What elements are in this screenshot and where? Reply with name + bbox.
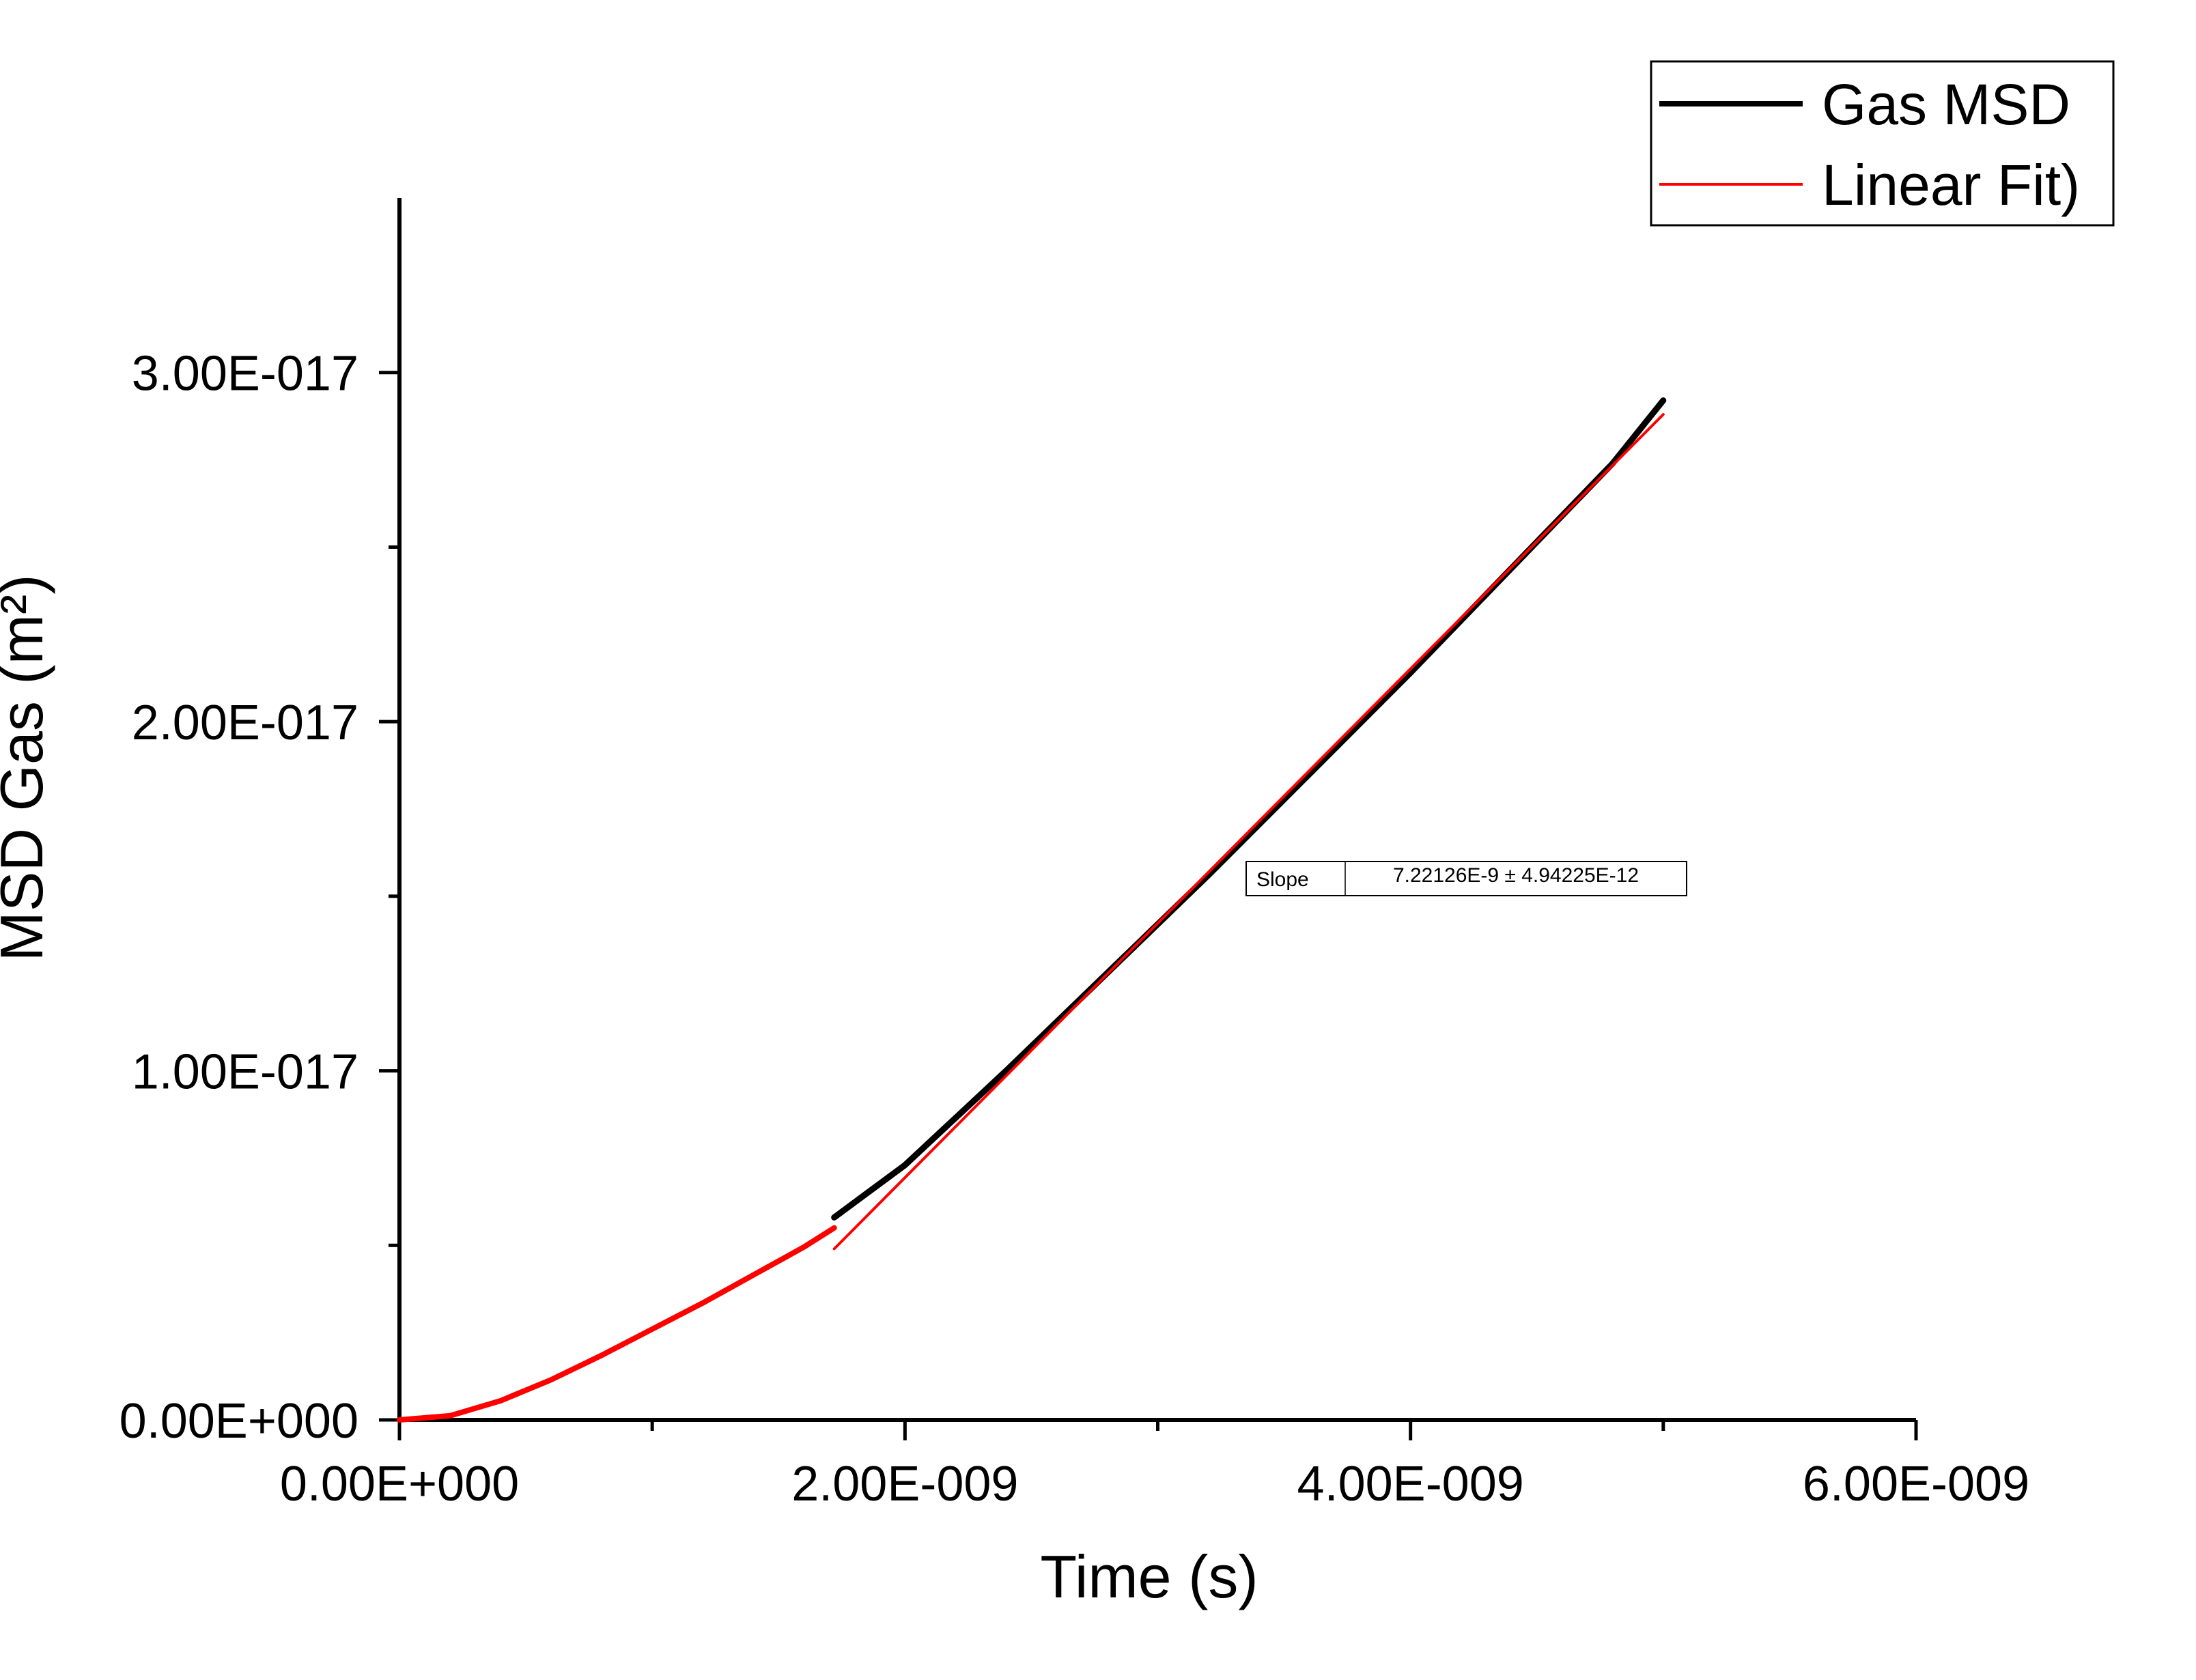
slope-annotation-box xyxy=(1245,861,1687,896)
slope-annotation-value: 7.22126E-9 ± 4.94225E-12 xyxy=(1393,864,1639,887)
y-tick-label: 3.00E-017 xyxy=(132,347,358,401)
slope-annotation-label: Slope xyxy=(1256,868,1309,891)
y-tick-label: 0.00E+000 xyxy=(119,1394,358,1449)
x-axis-title: Time (s) xyxy=(1040,1543,1258,1610)
x-tick-label: 2.00E-009 xyxy=(791,1457,1018,1511)
legend-label-gas-msd: Gas MSD xyxy=(1822,72,2070,137)
y-tick-label: 2.00E-017 xyxy=(132,696,358,750)
series-line-2 xyxy=(832,413,1665,1251)
series-line-1 xyxy=(397,1225,837,1423)
plot-area xyxy=(397,198,1916,1422)
slope-annotation: Slope 7.22126E-9 ± 4.94225E-12 xyxy=(1245,861,1687,896)
y-axis-ticks: 0.00E+000 1.00E-017 2.00E-017 3.00E-017 xyxy=(119,347,399,1449)
series-line-0 xyxy=(831,397,1667,1221)
x-axis-ticks: 0.00E+000 2.00E-009 4.00E-009 6.00E-009 xyxy=(280,1420,2029,1511)
legend: Gas MSD Linear Fit) xyxy=(1650,60,2115,227)
x-tick-label: 4.00E-009 xyxy=(1297,1457,1524,1511)
x-tick-label: 0.00E+000 xyxy=(280,1457,519,1511)
x-tick-label: 6.00E-009 xyxy=(1803,1457,2029,1511)
y-axis-title: MSD Gas (m²) xyxy=(0,574,55,961)
legend-label-linear-fit: Linear Fit) xyxy=(1822,153,2080,217)
series-layer xyxy=(397,397,1667,1423)
y-tick-label: 1.00E-017 xyxy=(132,1045,358,1100)
legend-box xyxy=(1650,60,2115,227)
